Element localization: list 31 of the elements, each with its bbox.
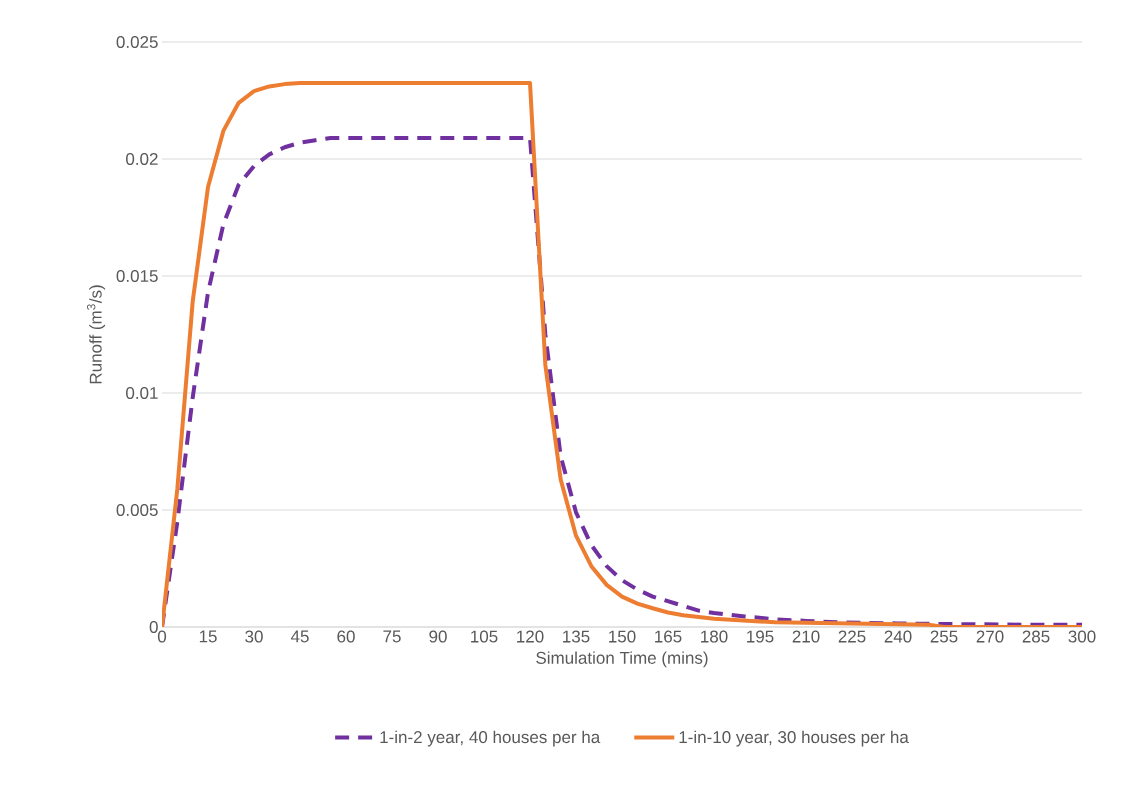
legend-label: 1-in-10 year, 30 houses per ha	[679, 730, 909, 747]
x-tick-label: 30	[245, 630, 263, 643]
x-tick-label: 120	[517, 630, 544, 643]
x-tick-label: 105	[471, 630, 498, 643]
x-tick-label: 60	[337, 630, 355, 643]
x-tick-label: 45	[290, 630, 309, 643]
x-tick-label: 15	[199, 630, 217, 643]
x-tick-label: 90	[429, 630, 447, 643]
y-tick-label: 0.02	[126, 152, 158, 166]
x-tick-label: 195	[747, 630, 774, 643]
x-tick-label: 0	[157, 630, 167, 643]
x-tick-label: 225	[838, 630, 866, 643]
x-tick-label: 285	[1022, 630, 1050, 643]
y-tick-label: 0.01	[126, 386, 158, 400]
x-tick-label: 300	[1068, 630, 1096, 643]
x-tick-label: 270	[976, 630, 1004, 643]
x-tick-label: 75	[383, 630, 401, 643]
y-tick-label: 0	[149, 620, 158, 634]
x-tick-label: 180	[701, 630, 728, 643]
x-tick-label: 165	[655, 630, 682, 643]
x-tick-label: 135	[563, 630, 590, 643]
y-tick-label: 0.015	[116, 269, 158, 283]
y-axis-title: Runoff (m$^{3}$/s)	[86, 285, 106, 384]
x-axis-title: Simulation Time (mins)	[536, 651, 708, 668]
x-tick-label: 255	[930, 630, 958, 643]
y-tick-label: 0.005	[116, 503, 158, 517]
legend-label: 1-in-2 year, 40 houses per ha	[380, 730, 601, 747]
x-tick-label: 210	[792, 630, 820, 643]
x-tick-label: 240	[884, 630, 912, 643]
y-tick-label: 0.025	[116, 35, 158, 49]
x-tick-label: 150	[609, 630, 636, 643]
